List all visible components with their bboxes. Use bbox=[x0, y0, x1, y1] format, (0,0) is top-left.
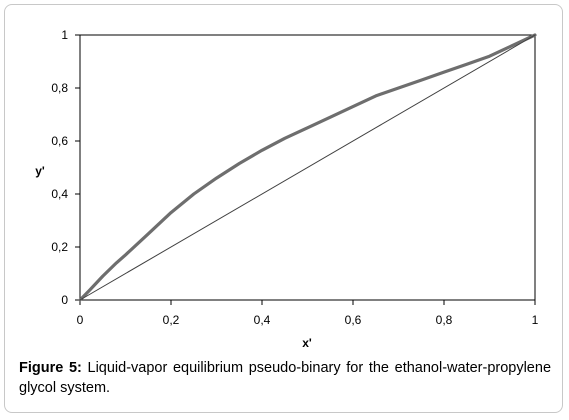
x-tick-label: 0,6 bbox=[345, 313, 362, 327]
x-tick-label: 0,8 bbox=[436, 313, 453, 327]
y-tick-label: 0,4 bbox=[51, 187, 68, 201]
x-tick-label: 0,2 bbox=[163, 313, 180, 327]
equilibrium-curve bbox=[78, 33, 537, 302]
diagonal-line bbox=[79, 34, 536, 301]
y-tick-label: 0,2 bbox=[51, 240, 68, 254]
y-tick-label: 0 bbox=[61, 293, 68, 307]
y-tick-label: 0,6 bbox=[51, 134, 68, 148]
figure-caption: Figure 5: Liquid-vapor equilibrium pseud… bbox=[19, 358, 551, 398]
plot-frame bbox=[79, 34, 536, 301]
x-tick-label: 0 bbox=[77, 313, 84, 327]
x-axis-title: x' bbox=[302, 336, 312, 350]
figure-frame bbox=[4, 4, 563, 413]
y-axis-title: y' bbox=[35, 164, 45, 178]
x-tick-label: 0,4 bbox=[254, 313, 271, 327]
chart: 0 0,2 0,4 0,6 0,8 1 0 0,2 0,4 0,6 0,8 1 y' x' bbox=[35, 28, 538, 350]
y-tick-label: 0,8 bbox=[51, 81, 68, 95]
caption-text: Liquid-vapor equilibrium pseudo-binary f… bbox=[19, 360, 552, 396]
plot-area: 0 0,2 0,4 0,6 0,8 1 0 0,2 0,4 0,6 0,8 1 bbox=[51, 28, 538, 327]
y-tick-label: 1 bbox=[61, 28, 68, 42]
figure-label: Figure 5: bbox=[19, 360, 82, 376]
x-tick-label: 1 bbox=[532, 313, 539, 327]
